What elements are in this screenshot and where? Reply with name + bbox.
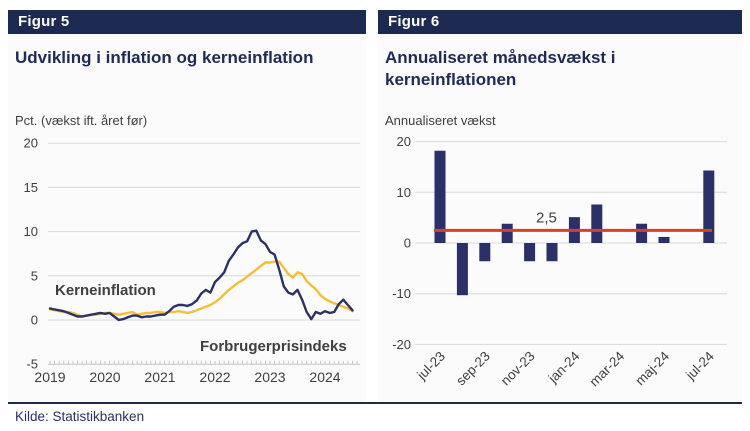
x-tick-label: 2021 [144,369,175,385]
x-tick-label: nov-23 [498,349,538,389]
figure5-header-bar: Figur 5 [8,10,366,34]
y-tick-label: 5 [31,268,38,283]
bar-sep-23 [479,243,491,262]
bar-maj-24 [658,236,670,243]
figure6-header-bar: Figur 6 [378,10,742,34]
x-tick-label: maj-24 [632,348,672,388]
x-tick-label: mar-24 [586,348,627,389]
bar-apr-24 [636,223,648,243]
bar-aug-23 [456,243,468,296]
y-tick-label: 0 [31,313,38,328]
footer-divider [8,402,742,404]
series-label-forbrugerprisindeks: Forbrugerprisindeks [200,338,347,355]
x-tick-label: jul-23 [413,349,448,384]
x-tick-label: 2022 [199,369,230,385]
y-tick-label: 0 [404,236,411,251]
figure6-axis-unit-label: Annualiseret vækst [385,113,496,128]
y-tick-label: -5 [26,357,38,372]
bar-jul-24 [703,170,715,243]
bar-nov-23 [524,243,536,262]
y-tick-label: 10 [397,185,411,200]
x-tick-label: 2020 [89,369,120,385]
bar-jul-23 [434,150,446,243]
line-series-cpi [48,229,354,322]
figure5-axis-unit-label: Pct. (vækst ift. året før) [15,113,148,128]
y-tick-label: 20 [24,136,38,151]
y-tick-label: -10 [392,286,411,301]
x-tick-label: 2019 [34,369,65,385]
figure5-title: Udvikling i inflation og kerneinflation [15,48,314,67]
y-tick-label: -20 [392,337,411,352]
figure5-header-label: Figur 5 [18,13,70,30]
x-tick-label: jul-24 [682,348,717,383]
bar-feb-24 [591,204,603,243]
series-label-kerneinflation: Kerneinflation [55,282,156,299]
x-tick-label: jan-24 [545,348,583,386]
x-tick-label: sep-23 [453,349,493,389]
figure6-title: Annualiseret månedsvækst i kerneinflatio… [385,48,616,90]
figure5-panel: Figur 5 Udvikling i inflation og kernein… [8,10,366,403]
bar-okt-23 [501,223,513,243]
y-tick-label: 20 [397,134,411,149]
source-note: Kilde: Statistikbanken [15,409,145,424]
figure6-panel: Figur 6 Annualiseret månedsvækst i kerne… [378,10,742,403]
bar-dec-23 [546,243,558,262]
x-tick-label: 2024 [309,369,340,385]
reference-line-label: 2,5 [536,209,557,226]
x-tick-label: 2023 [254,369,285,385]
y-tick-label: 10 [24,224,38,239]
y-tick-label: 15 [24,180,38,195]
figure6-header-label: Figur 6 [388,13,440,30]
